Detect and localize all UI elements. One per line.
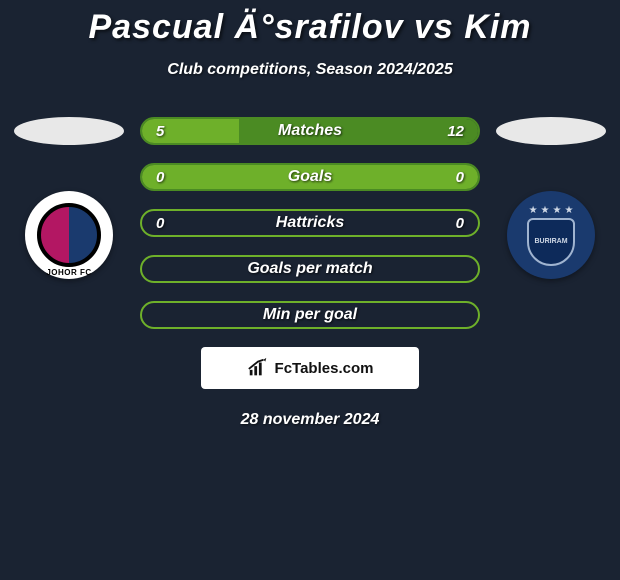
stars-row: ★ ★ ★ ★ [529, 205, 574, 216]
right-badge-label: BURIRAM [534, 238, 567, 245]
stat-fill-left [142, 165, 310, 189]
stat-label: Hattricks [276, 214, 344, 232]
subtitle: Club competitions, Season 2024/2025 [0, 61, 620, 79]
stat-bar: 0 Hattricks 0 [140, 209, 480, 237]
left-badge-label: JOHOR FC [46, 268, 91, 277]
stat-fill-right [310, 165, 478, 189]
stat-value-left: 0 [156, 215, 164, 232]
comparison-widget: Pascual Ä°srafilov vs Kim Club competiti… [0, 0, 620, 429]
stat-label: Goals per match [247, 260, 372, 278]
right-column: ★ ★ ★ ★ BURIRAM [496, 117, 606, 279]
left-badge-inner: JOHOR FC [37, 203, 101, 267]
stat-label: Matches [278, 122, 342, 140]
brand-text: FcTables.com [275, 360, 374, 377]
star-icon: ★ [564, 205, 573, 216]
left-club-badge[interactable]: JOHOR FC [25, 191, 113, 279]
stat-fill-right [239, 119, 478, 143]
stat-bar: Goals per match [140, 255, 480, 283]
right-shield: BURIRAM [527, 218, 575, 266]
star-icon: ★ [541, 205, 550, 216]
stats-bars: 5 Matches 12 0 Goals 0 0 Hattricks 0 Goals per ma… [140, 117, 480, 329]
star-icon: ★ [529, 205, 538, 216]
stat-value-left: 5 [156, 123, 164, 140]
brand-footer[interactable]: FcTables.com [201, 347, 419, 389]
right-badge-inner: ★ ★ ★ ★ BURIRAM [515, 199, 587, 271]
star-icon: ★ [553, 205, 562, 216]
stat-value-right: 0 [456, 169, 464, 186]
stat-value-right: 0 [456, 215, 464, 232]
stat-bar: Min per goal [140, 301, 480, 329]
left-column: JOHOR FC [14, 117, 124, 279]
stat-label: Goals [288, 168, 332, 186]
stat-label: Min per goal [263, 306, 357, 324]
right-player-silhouette [496, 117, 606, 145]
chart-icon [247, 357, 269, 379]
date-text: 28 november 2024 [0, 411, 620, 429]
stat-bar: 5 Matches 12 [140, 117, 480, 145]
page-title: Pascual Ä°srafilov vs Kim [0, 8, 620, 47]
stat-value-left: 0 [156, 169, 164, 186]
left-player-silhouette [14, 117, 124, 145]
stat-value-right: 12 [447, 123, 464, 140]
main-area: JOHOR FC 5 Matches 12 0 Goals 0 0 Hattricks 0 Goa… [0, 117, 620, 329]
right-club-badge[interactable]: ★ ★ ★ ★ BURIRAM [507, 191, 595, 279]
stat-bar: 0 Goals 0 [140, 163, 480, 191]
